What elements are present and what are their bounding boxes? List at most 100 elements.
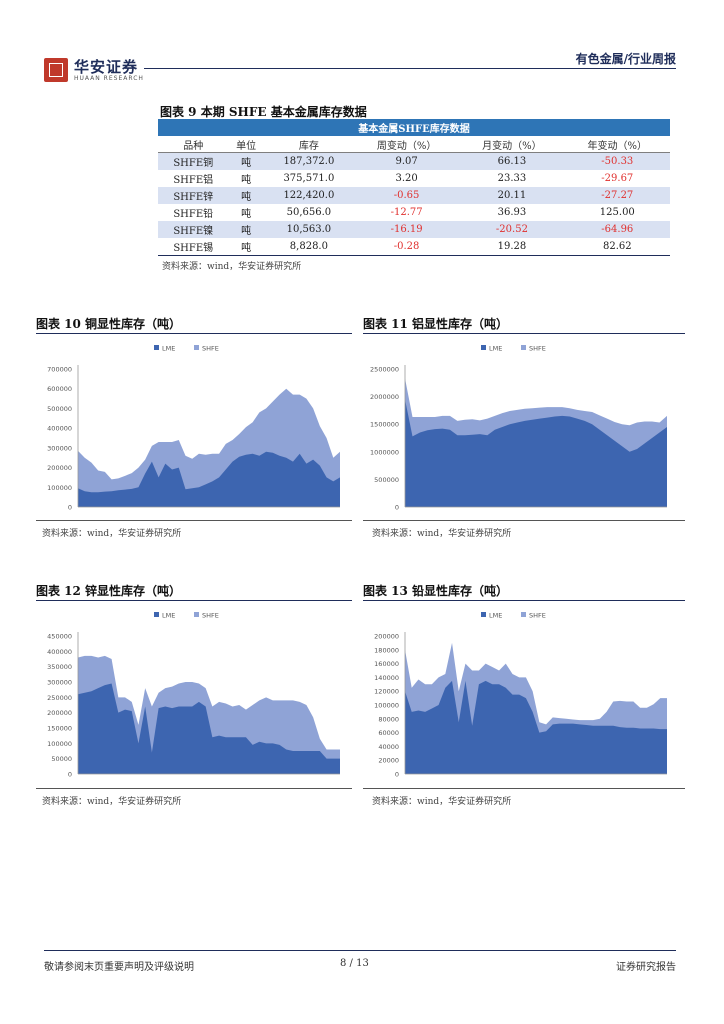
legend-label: SHFE <box>202 612 219 620</box>
shfe-stock-table: 基本金属SHFE库存数据 品种 单位 库存 周变动（%） 月变动（%） 年变动（… <box>158 119 670 256</box>
cell-month: 66.13 <box>459 152 565 170</box>
cell-stock: 375,571.0 <box>283 173 335 184</box>
y-tick-label: 600000 <box>47 385 72 393</box>
cell-month: -20.52 <box>459 221 565 238</box>
cell-stock: 187,372.0 <box>263 152 354 170</box>
cell-year: -27.27 <box>564 187 670 204</box>
legend-label: LME <box>162 345 175 353</box>
y-tick-label: 300000 <box>47 679 72 687</box>
aluminum-inventory-chart: LME SHFE 0 500000 1000000 1500000 2000000 25000… <box>370 345 667 512</box>
col-header: 单位 <box>228 136 264 153</box>
col-header: 库存 <box>263 136 354 153</box>
copper-inventory-chart: LME SHFE 0 100000 200000 300000 400000 500000 60… <box>47 345 340 512</box>
y-tick-label: 500000 <box>374 476 399 484</box>
chart-top-rule <box>36 333 352 334</box>
y-tick-label: 100000 <box>47 740 72 748</box>
y-tick-label: 400000 <box>47 648 72 656</box>
cell-month: 19.28 <box>459 238 565 256</box>
y-tick-label: 160000 <box>374 660 399 668</box>
page-number: 8 / 13 <box>340 958 369 969</box>
series-area-lme <box>405 680 667 774</box>
cell-unit: 吨 <box>228 187 264 204</box>
legend-label: SHFE <box>202 345 219 353</box>
report-category: 有色金属/行业周报 <box>575 52 676 66</box>
y-tick-label: 100000 <box>374 702 399 710</box>
cell-stock: 50,656.0 <box>286 207 332 218</box>
series-area-lme <box>78 683 340 774</box>
cell-year: 82.62 <box>564 238 670 256</box>
chart-bottom-rule <box>363 520 685 521</box>
col-header: 年变动（%） <box>564 136 670 153</box>
y-tick-label: 450000 <box>47 633 72 641</box>
y-tick-label: 400000 <box>47 425 72 433</box>
cell-month: 36.93 <box>497 207 527 218</box>
legend-swatch-lme <box>481 612 486 617</box>
table-band-title: 基本金属SHFE库存数据 <box>158 119 670 136</box>
table-row: SHFE铜 吨 187,372.0 9.07 66.13 -50.33 <box>158 152 670 170</box>
y-tick-label: 60000 <box>378 729 399 737</box>
zinc-inventory-chart: LME SHFE 0 50000 100000 150000 200000 250000 300… <box>47 612 340 779</box>
chart-bottom-rule <box>36 788 352 789</box>
chart-top-rule <box>36 600 352 601</box>
legend-label: SHFE <box>529 612 546 620</box>
chart-title: 图表 12 锌显性库存（吨） <box>36 584 182 598</box>
y-tick-label: 200000 <box>374 633 399 641</box>
y-tick-label: 250000 <box>47 694 72 702</box>
y-tick-label: 2500000 <box>370 366 399 374</box>
cell-unit: 吨 <box>228 152 264 170</box>
cell-unit: 吨 <box>241 175 252 186</box>
y-tick-label: 700000 <box>47 366 72 374</box>
cell-name: SHFE铜 <box>158 152 229 170</box>
y-tick-label: 350000 <box>47 663 72 671</box>
y-tick-label: 40000 <box>378 743 399 751</box>
legend-label: LME <box>489 612 502 620</box>
chart-title: 图表 13 铅显性库存（吨） <box>363 584 509 598</box>
table-row: SHFE铅 吨 50,656.0 -12.77 36.93 125.00 <box>158 204 670 221</box>
cell-name: SHFE铅 <box>173 209 214 220</box>
col-header: 月变动（%） <box>459 136 565 153</box>
table-row: SHFE锡 吨 8,828.0 -0.28 19.28 82.62 <box>158 238 670 256</box>
y-tick-label: 300000 <box>47 444 72 452</box>
logo-text: 华安证券 <box>74 58 139 76</box>
y-tick-label: 1500000 <box>370 421 399 429</box>
cell-unit: 吨 <box>228 238 264 256</box>
y-tick-label: 180000 <box>374 646 399 654</box>
col-header: 品种 <box>158 136 229 153</box>
table-row: SHFE铝 吨 375,571.0 3.20 23.33 -29.67 <box>158 170 670 187</box>
cell-name: SHFE锌 <box>158 187 229 204</box>
cell-unit: 吨 <box>241 209 252 220</box>
chart-bottom-rule <box>363 788 685 789</box>
logo-subtext: HUAAN RESEARCH <box>74 75 144 82</box>
series-area-lme <box>78 451 340 507</box>
legend-swatch-lme <box>154 612 159 617</box>
y-tick-label: 1000000 <box>370 448 399 456</box>
cell-week: -16.19 <box>353 221 460 238</box>
header-divider <box>144 68 676 69</box>
chart-top-rule <box>363 333 685 334</box>
chart-source: 资料来源：wind，华安证券研究所 <box>42 797 182 807</box>
lead-inventory-chart: LME SHFE 0 20000 40000 60000 80000 100000 120000… <box>374 612 667 779</box>
chart-title: 图表 11 铝显性库存（吨） <box>363 317 509 331</box>
legend-swatch-shfe <box>521 345 526 350</box>
y-tick-label: 500000 <box>47 405 72 413</box>
cell-year: -50.33 <box>564 152 670 170</box>
cell-month: 20.11 <box>459 187 565 204</box>
logo-icon <box>44 58 68 82</box>
y-tick-label: 20000 <box>378 757 399 765</box>
series-area-lme <box>405 399 667 507</box>
legend-swatch-shfe <box>194 345 199 350</box>
y-tick-label: 150000 <box>47 725 72 733</box>
chart-source: 资料来源：wind，华安证券研究所 <box>372 529 512 539</box>
legend-swatch-lme <box>154 345 159 350</box>
y-tick-label: 0 <box>68 771 72 779</box>
col-header: 周变动（%） <box>353 136 460 153</box>
legend-label: LME <box>489 345 502 353</box>
cell-year: -64.96 <box>564 221 670 238</box>
chart-bottom-rule <box>36 520 352 521</box>
y-tick-label: 50000 <box>51 755 72 763</box>
cell-week: -0.65 <box>353 187 460 204</box>
cell-year: -29.67 <box>601 173 634 184</box>
legend-swatch-lme <box>481 345 486 350</box>
footer-disclaimer: 敬请参阅末页重要声明及评级说明 <box>44 962 194 973</box>
y-tick-label: 0 <box>68 504 72 512</box>
